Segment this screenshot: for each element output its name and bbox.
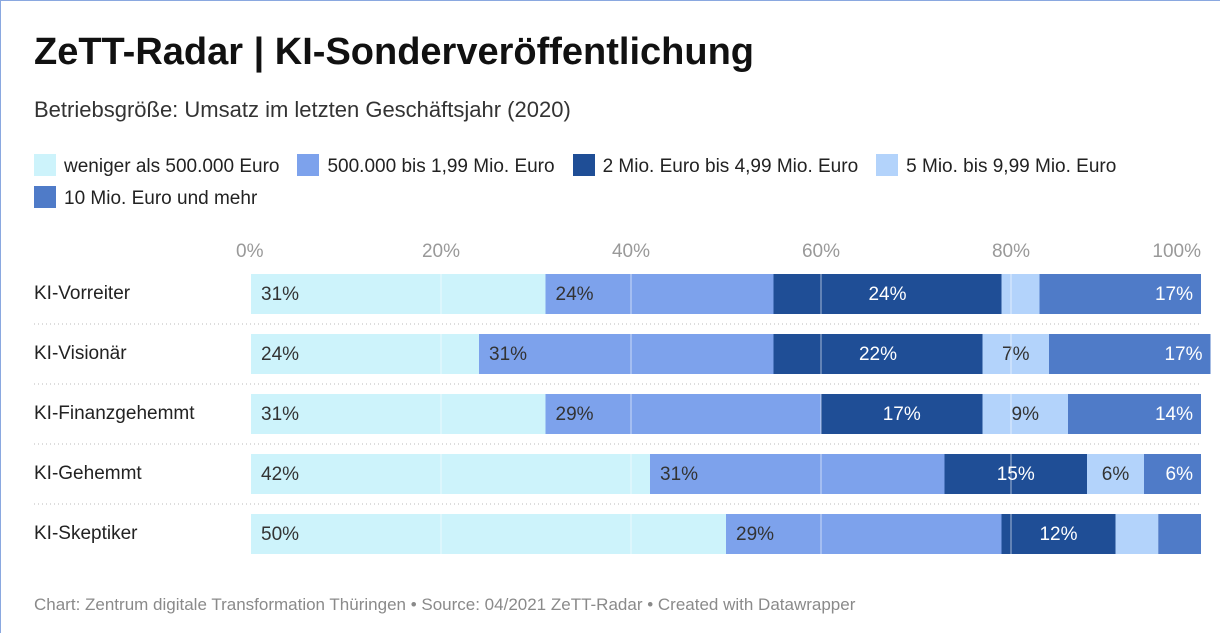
legend-label: 500.000 bis 1,99 Mio. Euro xyxy=(327,156,555,177)
legend-label: weniger als 500.000 Euro xyxy=(64,156,280,177)
x-tick-label: 40% xyxy=(612,241,650,262)
data-label: 24% xyxy=(261,344,299,365)
data-label: 29% xyxy=(736,524,774,545)
data-label: 17% xyxy=(1155,284,1193,305)
bar-segment xyxy=(1087,454,1144,494)
data-label: 7% xyxy=(1002,344,1030,365)
bar-segment xyxy=(251,514,726,554)
y-tick-label: KI-Vorreiter xyxy=(34,283,131,304)
x-tick-label: 60% xyxy=(802,241,840,262)
bar-segment xyxy=(545,274,774,314)
legend-label: 5 Mio. bis 9,99 Mio. Euro xyxy=(906,156,1117,177)
bar-segment xyxy=(479,334,774,374)
data-label: 31% xyxy=(261,404,299,425)
bar-segment xyxy=(1001,514,1116,554)
source-note: Chart: Zentrum digitale Transformation T… xyxy=(34,595,856,614)
y-tick-label: KI-Visionär xyxy=(34,343,127,364)
bar-segment xyxy=(545,394,821,434)
x-tick-label: 80% xyxy=(992,241,1030,262)
data-label: 17% xyxy=(1164,344,1202,365)
legend-swatch xyxy=(297,154,320,176)
y-tick-label: KI-Finanzgehemmt xyxy=(34,403,195,424)
data-label: 12% xyxy=(1039,524,1077,545)
bar-segment xyxy=(982,334,1049,374)
y-tick-label: KI-Skeptiker xyxy=(34,523,138,544)
legend-swatch xyxy=(876,154,899,176)
data-label: 31% xyxy=(660,464,698,485)
legend-swatch xyxy=(572,154,595,176)
data-label: 31% xyxy=(261,284,299,305)
data-label: 50% xyxy=(261,524,299,545)
data-label: 17% xyxy=(883,404,921,425)
chart-subtitle: Betriebsgröße: Umsatz im letzten Geschäf… xyxy=(34,97,571,122)
data-label: 24% xyxy=(868,284,906,305)
bar-segment xyxy=(251,394,546,434)
legend-item: weniger als 500.000 Euro xyxy=(34,151,279,183)
bar-segment xyxy=(251,274,546,314)
bar-segment xyxy=(1049,334,1211,374)
bar-segment xyxy=(1001,274,1040,314)
bar-segment xyxy=(982,394,1068,434)
x-tick-label: 20% xyxy=(422,241,460,262)
bar-segment xyxy=(650,454,945,494)
bar-segment xyxy=(1039,274,1201,314)
bar-segment xyxy=(821,394,983,434)
legend-label: 2 Mio. Euro bis 4,99 Mio. Euro xyxy=(602,156,859,177)
chart-title: ZeTT-Radar | KI-Sonderveröffentlichung xyxy=(34,31,755,73)
legend-item: 500.000 bis 1,99 Mio. Euro xyxy=(297,151,555,183)
bar-segment xyxy=(1144,454,1201,494)
bar-segment xyxy=(773,334,983,374)
data-label: 31% xyxy=(489,344,527,365)
bar-segment xyxy=(1158,514,1201,554)
legend-swatch xyxy=(34,154,56,176)
data-label: 24% xyxy=(556,284,594,305)
data-label: 6% xyxy=(1102,464,1130,485)
data-label: 14% xyxy=(1155,404,1193,425)
data-label: 6% xyxy=(1166,464,1194,485)
legend-item: 5 Mio. bis 9,99 Mio. Euro xyxy=(876,151,1116,183)
data-label: 15% xyxy=(997,464,1035,485)
y-tick-label: KI-Gehemmt xyxy=(34,463,142,484)
legend: weniger als 500.000 Euro 500.000 bis 1,99… xyxy=(34,151,1194,215)
bar-segment xyxy=(251,454,650,494)
legend-item: 2 Mio. Euro bis 4,99 Mio. Euro xyxy=(572,151,859,183)
x-tick-label: 0% xyxy=(236,241,264,262)
legend-swatch xyxy=(34,186,56,208)
bar-segment xyxy=(944,454,1087,494)
data-label: 9% xyxy=(1012,404,1040,425)
legend-item: 10 Mio. Euro und mehr xyxy=(34,183,257,215)
data-label: 29% xyxy=(556,404,594,425)
bar-segment xyxy=(773,274,1002,314)
legend-label: 10 Mio. Euro und mehr xyxy=(64,188,258,209)
bar-segment xyxy=(1068,394,1201,434)
data-label: 42% xyxy=(261,464,299,485)
data-label: 22% xyxy=(859,344,897,365)
x-tick-label: 100% xyxy=(1152,241,1201,262)
bar-segment xyxy=(1115,514,1159,554)
bar-segment xyxy=(726,514,1002,554)
